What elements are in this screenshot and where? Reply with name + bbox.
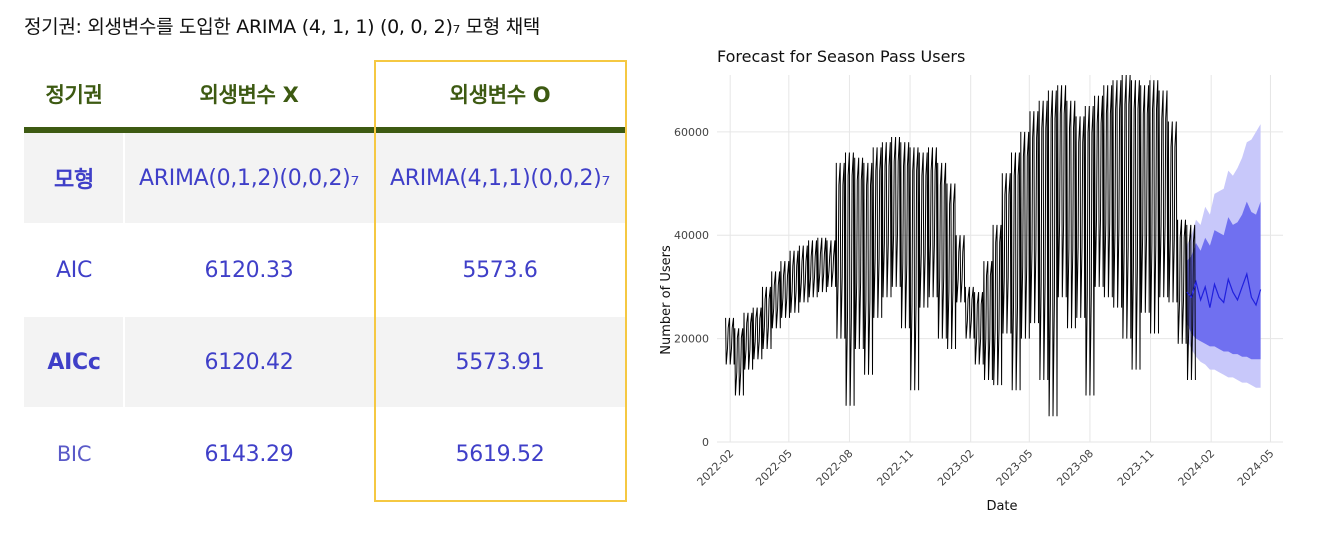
x-tick-label: 2024-02 xyxy=(1176,447,1218,489)
x-tick-label: 2022-05 xyxy=(753,447,795,489)
y-axis-label: Number of Users xyxy=(659,245,674,355)
y-tick-labels: 0 20000 40000 60000 xyxy=(674,126,709,449)
row-label-aicc: AICc xyxy=(47,349,101,375)
highlight-frame xyxy=(374,60,627,502)
header-rule xyxy=(24,127,626,133)
forecast-series xyxy=(1186,271,1262,308)
x-tick-label: 2023-02 xyxy=(935,447,977,489)
chart-title: Forecast for Season Pass Users xyxy=(717,47,965,66)
comparison-table: 정기권 외생변수 X 외생변수 O 모형 ARIMA(0,1,2)(0,0,2)… xyxy=(24,60,627,502)
row-divider xyxy=(24,407,626,409)
x-tick-label: 2022-02 xyxy=(695,447,737,489)
actual-series xyxy=(725,74,1196,417)
forecast-mean-line xyxy=(1186,271,1262,308)
row-label-bic: BIC xyxy=(56,442,92,466)
prediction-interval-80 xyxy=(1186,201,1261,360)
aic-without-exog: 6120.33 xyxy=(204,257,294,283)
header-label: 정기권 xyxy=(45,83,103,107)
forecast-chart: Forecast for Season Pass Users 0 20000 400… xyxy=(659,47,1283,514)
aicc-without-exog: 6120.42 xyxy=(204,349,294,375)
model-without-exog: ARIMA(0,1,2)(0,0,2)₇ xyxy=(139,165,359,191)
forecast-intervals xyxy=(1186,124,1261,388)
x-tick-label: 2023-05 xyxy=(994,447,1036,489)
header-with-exog: 외생변수 O xyxy=(449,83,551,107)
model-with-exog: ARIMA(4,1,1)(0,0,2)₇ xyxy=(390,165,610,191)
bic-with-exog: 5619.52 xyxy=(455,441,545,467)
row-label-model: 모형 xyxy=(54,168,94,193)
x-tick-labels: 2022-02 2022-05 2022-08 2022-11 2023-02 2023-… xyxy=(695,447,1277,489)
aic-with-exog: 5573.6 xyxy=(462,257,538,283)
y-tick-label: 40000 xyxy=(674,229,709,242)
x-tick-label: 2023-11 xyxy=(1115,447,1157,489)
x-axis-label: Date xyxy=(986,499,1017,514)
aicc-with-exog: 5573.91 xyxy=(455,349,545,375)
row-divider xyxy=(24,223,626,225)
x-tick-label: 2023-08 xyxy=(1054,447,1096,489)
page-title: 정기권: 외생변수를 도입한 ARIMA (4, 1, 1) (0, 0, 2)… xyxy=(24,16,541,38)
y-tick-label: 20000 xyxy=(674,333,709,346)
header-without-exog: 외생변수 X xyxy=(199,83,299,107)
actual-line xyxy=(725,74,1196,417)
column-divider xyxy=(123,133,125,501)
row-label-aic: AIC xyxy=(56,257,92,283)
x-tick-label: 2024-05 xyxy=(1235,447,1277,489)
x-tick-label: 2022-08 xyxy=(814,447,856,489)
y-tick-label: 60000 xyxy=(674,126,709,139)
bic-without-exog: 6143.29 xyxy=(204,441,294,467)
x-tick-label: 2022-11 xyxy=(874,447,916,489)
y-tick-label: 0 xyxy=(702,436,709,449)
